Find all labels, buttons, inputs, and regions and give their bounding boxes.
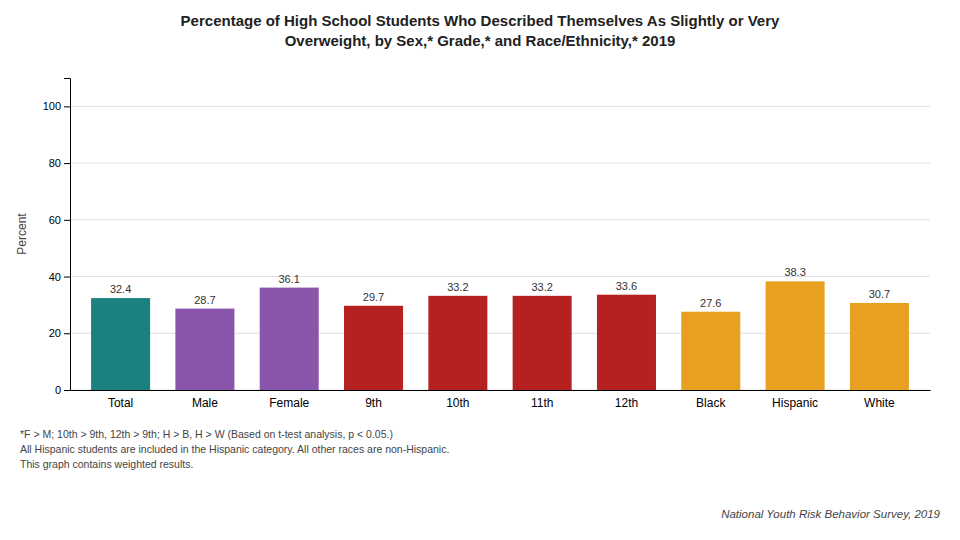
x-tick: 12th bbox=[615, 396, 638, 410]
y-axis-title: Percent bbox=[15, 213, 29, 255]
x-axis-line bbox=[71, 390, 931, 391]
footnote: This graph contains weighted results. bbox=[20, 458, 193, 470]
y-tick: 20 bbox=[49, 327, 70, 339]
grid-line bbox=[70, 219, 930, 220]
x-tick: Male bbox=[192, 396, 218, 410]
footnote: All Hispanic students are included in th… bbox=[20, 443, 449, 455]
data-label: 30.7 bbox=[869, 288, 890, 300]
x-tick-label: Total bbox=[108, 396, 133, 410]
x-tick-label: Male bbox=[192, 396, 218, 410]
data-labels: 32.4 28.7 36.1 29.7 33.2 33.2 33.6 27.6 38.3 30.7 bbox=[110, 266, 890, 308]
x-tick: Black bbox=[696, 396, 726, 410]
data-label: 29.7 bbox=[363, 291, 384, 303]
x-tick-label: Hispanic bbox=[772, 396, 818, 410]
y-tick: 100 bbox=[43, 100, 70, 112]
data-label: 32.4 bbox=[110, 283, 131, 295]
footnote: *F > M; 10th > 9th, 12th > 9th; H > B, H… bbox=[20, 428, 393, 440]
grid-line bbox=[70, 106, 930, 107]
source-note: National Youth Risk Behavior Survey, 201… bbox=[721, 508, 940, 520]
x-tick-label: 11th bbox=[531, 396, 553, 410]
x-tick: 10th bbox=[446, 396, 469, 410]
x-tick: White bbox=[864, 396, 895, 410]
bar bbox=[344, 306, 403, 390]
y-tick-label: 40 bbox=[49, 271, 61, 283]
title: Overweight, by Sex,* Grade,* and Race/Et… bbox=[285, 32, 676, 49]
grid-line bbox=[70, 163, 930, 164]
y-tick-mark bbox=[64, 106, 70, 107]
bar bbox=[850, 303, 909, 390]
x-tick-label: White bbox=[864, 396, 895, 410]
y-tick-mark bbox=[64, 277, 70, 278]
y-tick-label: 80 bbox=[49, 157, 61, 169]
x-tick: 11th bbox=[531, 396, 553, 410]
annotations: *F > M; 10th > 9th, 12th > 9th; H > B, H… bbox=[20, 428, 941, 520]
bar bbox=[175, 309, 234, 390]
bar bbox=[681, 312, 740, 390]
x-tick: Female bbox=[269, 396, 309, 410]
plot-area: 0 20 40 60 80 100 Total Male Female 9th 10th 11th 12… bbox=[15, 79, 931, 410]
x-tick: Hispanic bbox=[772, 396, 818, 410]
data-label: 27.6 bbox=[700, 297, 721, 309]
y-tick-label: 100 bbox=[43, 100, 61, 112]
x-tick: 9th bbox=[365, 396, 382, 410]
title: Percentage of High School Students Who D… bbox=[181, 12, 780, 29]
y-axis-line bbox=[64, 79, 71, 391]
data-label: 33.2 bbox=[447, 281, 468, 293]
bar bbox=[513, 296, 572, 390]
y-axis: 0 20 40 60 80 100 bbox=[43, 79, 71, 397]
y-tick: 40 bbox=[49, 271, 70, 283]
x-tick: Total bbox=[108, 396, 133, 410]
data-label: 33.6 bbox=[616, 280, 637, 292]
y-tick-mark bbox=[64, 163, 70, 164]
x-tick-label: 10th bbox=[446, 396, 469, 410]
bar bbox=[597, 295, 656, 390]
data-label: 28.7 bbox=[194, 294, 215, 306]
grid bbox=[70, 106, 930, 390]
bar bbox=[428, 296, 487, 390]
bar bbox=[260, 288, 319, 390]
x-tick-label: 12th bbox=[615, 396, 638, 410]
y-tick: 0 bbox=[55, 384, 70, 396]
y-tick-mark bbox=[64, 390, 70, 391]
bar bbox=[91, 298, 150, 390]
y-tick-label: 60 bbox=[49, 214, 61, 226]
y-tick: 80 bbox=[49, 157, 70, 169]
bars bbox=[91, 281, 909, 390]
data-label: 38.3 bbox=[784, 266, 805, 278]
y-tick-mark bbox=[64, 333, 70, 334]
y-tick-mark bbox=[64, 220, 70, 221]
chart: Percentage of High School Students Who D… bbox=[0, 0, 960, 540]
data-label: 33.2 bbox=[531, 281, 552, 293]
data-label: 36.1 bbox=[279, 273, 300, 285]
x-tick-label: 9th bbox=[365, 396, 382, 410]
y-tick-label: 0 bbox=[55, 384, 61, 396]
x-tick-label: Black bbox=[696, 396, 726, 410]
x-axis: Total Male Female 9th 10th 11th 12th Black Hispa… bbox=[71, 391, 931, 410]
x-tick-label: Female bbox=[269, 396, 309, 410]
y-tick: 60 bbox=[49, 214, 70, 226]
title-group: Percentage of High School Students Who D… bbox=[181, 12, 780, 49]
bar bbox=[766, 281, 825, 390]
y-tick-label: 20 bbox=[49, 327, 61, 339]
